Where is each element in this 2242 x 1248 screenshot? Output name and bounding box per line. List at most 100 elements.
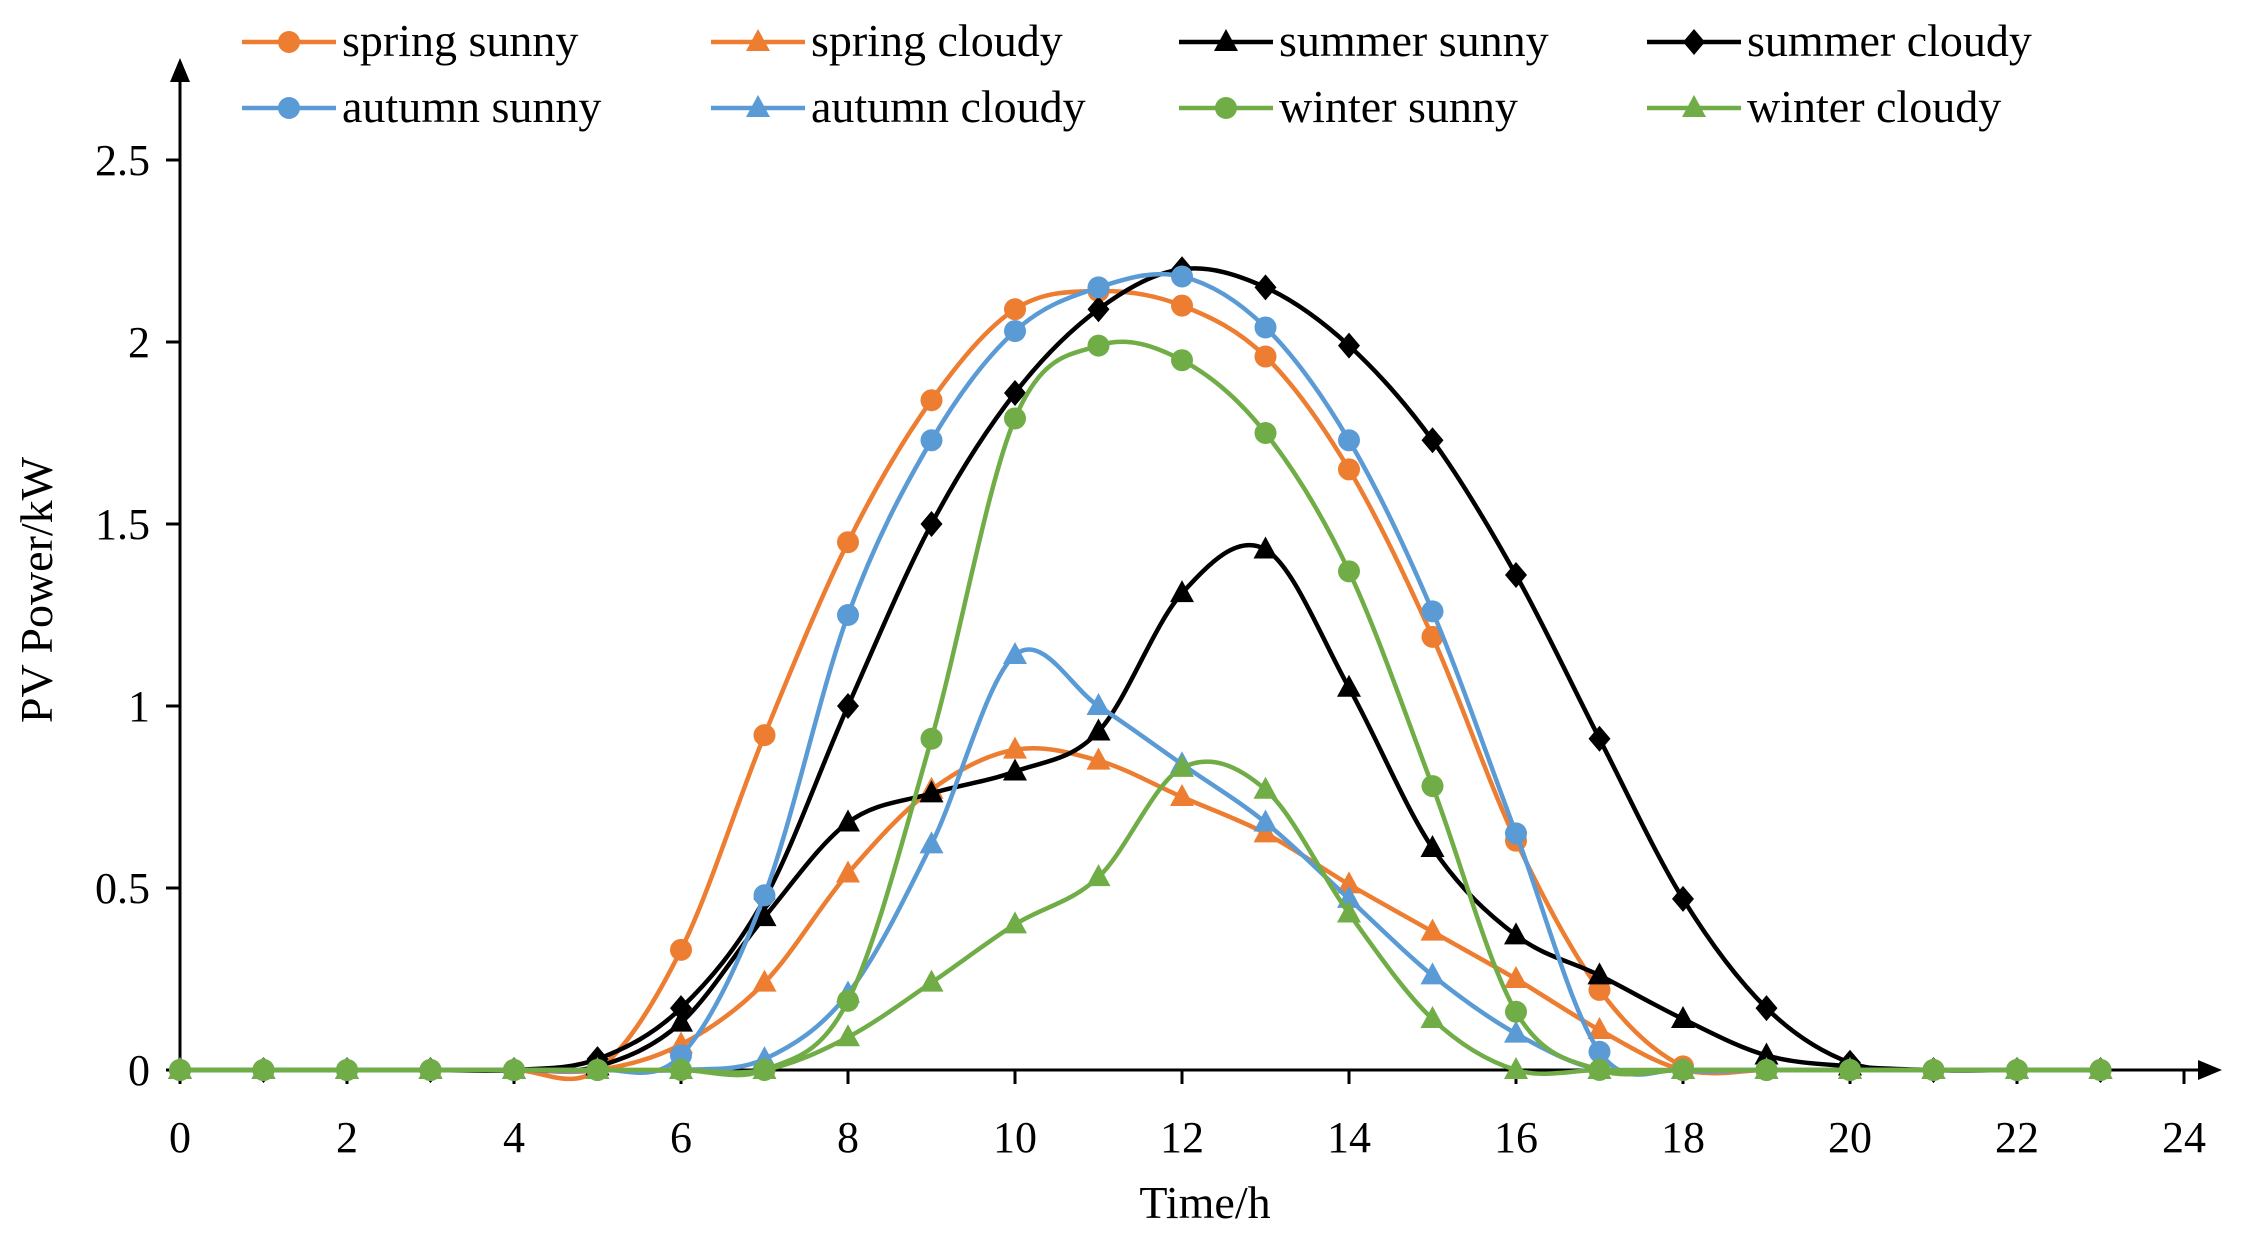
data-point (1087, 296, 1110, 323)
data-point (1253, 776, 1278, 799)
legend-marker (278, 97, 300, 119)
legend-marker (1682, 95, 1706, 117)
data-point (1420, 918, 1445, 941)
legend-label: summer cloudy (1747, 15, 2032, 66)
legend-label: spring sunny (342, 15, 578, 66)
data-point (1004, 320, 1026, 343)
x-tick-label: 0 (169, 1113, 191, 1162)
legend-item: summer cloudy (1647, 15, 2032, 66)
data-point (1170, 784, 1194, 806)
data-point (753, 884, 776, 907)
data-point (1338, 332, 1360, 359)
data-point (670, 938, 692, 961)
legend-marker (1215, 97, 1237, 119)
series-line (180, 288, 2101, 1082)
legend-item: autumn sunny (242, 81, 601, 132)
legend-marker (746, 95, 770, 117)
series-autumn-cloudy (168, 642, 2113, 1079)
x-tick-label: 24 (2162, 1113, 2206, 1162)
legend-item: autumn cloudy (711, 81, 1086, 132)
data-point (1087, 334, 1110, 357)
y-tick-label: 2.5 (95, 136, 150, 185)
series-line (180, 542, 2101, 1074)
data-point (1338, 458, 1360, 481)
data-point (1253, 536, 1278, 559)
legend: spring sunny spring cloudy summer sunny sum… (242, 15, 2032, 132)
x-tick-label: 14 (1327, 1113, 1371, 1162)
legend-label: winter cloudy (1747, 81, 2001, 132)
data-point (752, 969, 777, 992)
data-point (1587, 1057, 1612, 1079)
data-point (920, 429, 943, 452)
series-line (180, 745, 2101, 1076)
data-point (1338, 429, 1360, 452)
series-line (180, 266, 2101, 1074)
data-point (1337, 871, 1361, 894)
data-point (1504, 1020, 1528, 1043)
data-point (1420, 1006, 1445, 1029)
data-point (1003, 642, 1027, 665)
legend-item: summer sunny (1179, 15, 1549, 66)
x-tick-label: 20 (1828, 1113, 1872, 1162)
data-point (1004, 298, 1026, 321)
data-point (836, 1024, 860, 1047)
data-point (1171, 265, 1193, 288)
y-axis-arrow (170, 58, 190, 82)
data-point (1921, 1057, 1946, 1079)
x-tick-label: 16 (1494, 1113, 1538, 1162)
data-point (1588, 725, 1611, 752)
data-point (753, 724, 776, 747)
x-tick-label: 2 (336, 1113, 358, 1162)
data-point (2005, 1057, 2029, 1079)
data-point (418, 1057, 443, 1079)
data-point (1505, 822, 1527, 845)
data-point (1086, 718, 1111, 741)
y-tick-label: 1 (128, 682, 150, 731)
data-point (168, 1057, 192, 1079)
data-point (1754, 1057, 1779, 1079)
y-tick-label: 0 (128, 1046, 150, 1095)
data-point (1004, 407, 1026, 430)
legend-item: spring sunny (242, 15, 578, 66)
legend-label: winter sunny (1279, 81, 1518, 132)
data-point (919, 969, 944, 992)
legend-marker (1683, 29, 1705, 55)
data-point (502, 1057, 526, 1079)
x-axis-arrow (2198, 1060, 2222, 1080)
data-point (1587, 962, 1612, 985)
data-point (1504, 922, 1528, 945)
axes (170, 58, 2222, 1080)
y-tick-label: 2 (128, 318, 150, 367)
series-line (180, 339, 2101, 1078)
legend-label: spring cloudy (811, 15, 1063, 66)
data-point (2088, 1057, 2113, 1079)
legend-marker (746, 29, 770, 51)
data-point (1421, 600, 1444, 623)
legend-item: spring cloudy (711, 15, 1063, 66)
x-tick-label: 4 (503, 1113, 525, 1162)
data-point (1588, 978, 1611, 1001)
series-winter-sunny (169, 334, 2112, 1081)
data-point (837, 604, 859, 626)
x-tick-label: 18 (1661, 1113, 1705, 1162)
series-spring-cloudy (168, 736, 2113, 1079)
data-point (670, 995, 692, 1022)
data-point (920, 727, 943, 750)
data-point (1337, 900, 1361, 923)
data-point (1671, 1006, 1695, 1029)
data-point (1672, 885, 1694, 912)
legend-label: summer sunny (1279, 15, 1549, 66)
data-point (1421, 427, 1444, 454)
series-layer (168, 256, 2113, 1083)
legend-item: winter cloudy (1647, 81, 2001, 132)
x-axis-title: Time/h (1139, 1177, 1270, 1228)
data-point (1086, 693, 1111, 715)
series-winter-cloudy (168, 754, 2113, 1079)
data-point (1254, 422, 1277, 444)
legend-item: winter sunny (1179, 81, 1518, 132)
data-point (585, 1057, 610, 1079)
series-autumn-sunny (169, 265, 2112, 1081)
series-line (180, 759, 2101, 1076)
data-point (1171, 294, 1193, 317)
